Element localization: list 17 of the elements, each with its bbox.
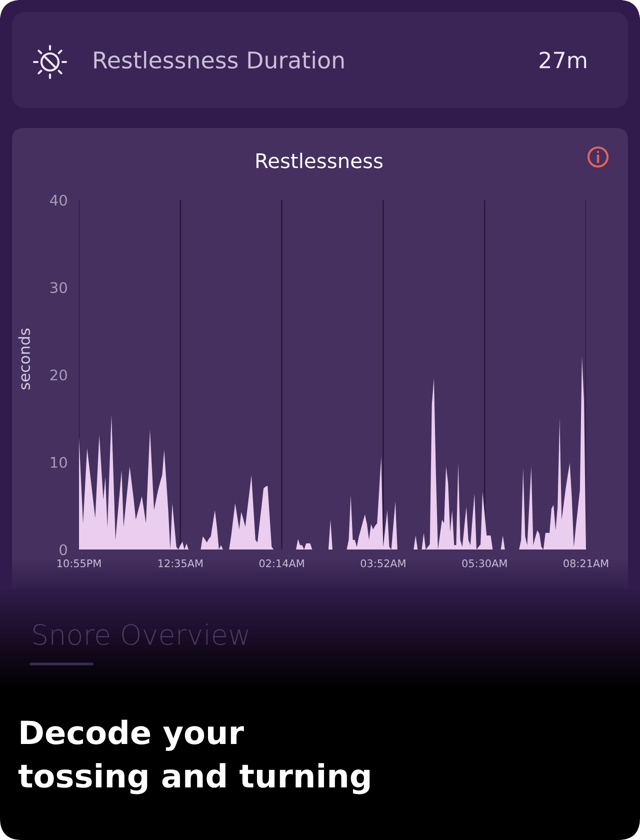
x-tick-label: 10:55PM bbox=[58, 559, 101, 568]
y-tick-label: 20 bbox=[50, 369, 67, 380]
y-tick-label: 40 bbox=[50, 194, 67, 206]
text: Snore Overview bbox=[33, 624, 248, 646]
text: Restlessness Duration bbox=[94, 50, 344, 69]
y-tick-label: 0 bbox=[60, 544, 67, 556]
text: 27m bbox=[540, 52, 586, 68]
chart-title: Restlessness bbox=[256, 152, 383, 168]
x-tick-label: 12:35AM bbox=[158, 559, 202, 568]
x-tick-label: 03:52AM bbox=[360, 559, 406, 568]
x-tick-label: 05:30AM bbox=[462, 559, 507, 568]
x-tick-label: 02:14AM bbox=[259, 559, 304, 568]
y-axis-title: seconds bbox=[18, 328, 30, 390]
text: Decode your tossing and turning bbox=[18, 720, 370, 794]
y-tick-label: 30 bbox=[50, 282, 67, 294]
x-tick-label: 08:21AM bbox=[564, 559, 608, 568]
y-tick-label: 10 bbox=[50, 456, 67, 468]
